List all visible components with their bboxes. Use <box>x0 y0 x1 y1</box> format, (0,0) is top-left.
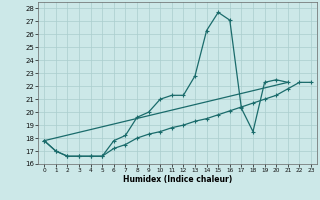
X-axis label: Humidex (Indice chaleur): Humidex (Indice chaleur) <box>123 175 232 184</box>
